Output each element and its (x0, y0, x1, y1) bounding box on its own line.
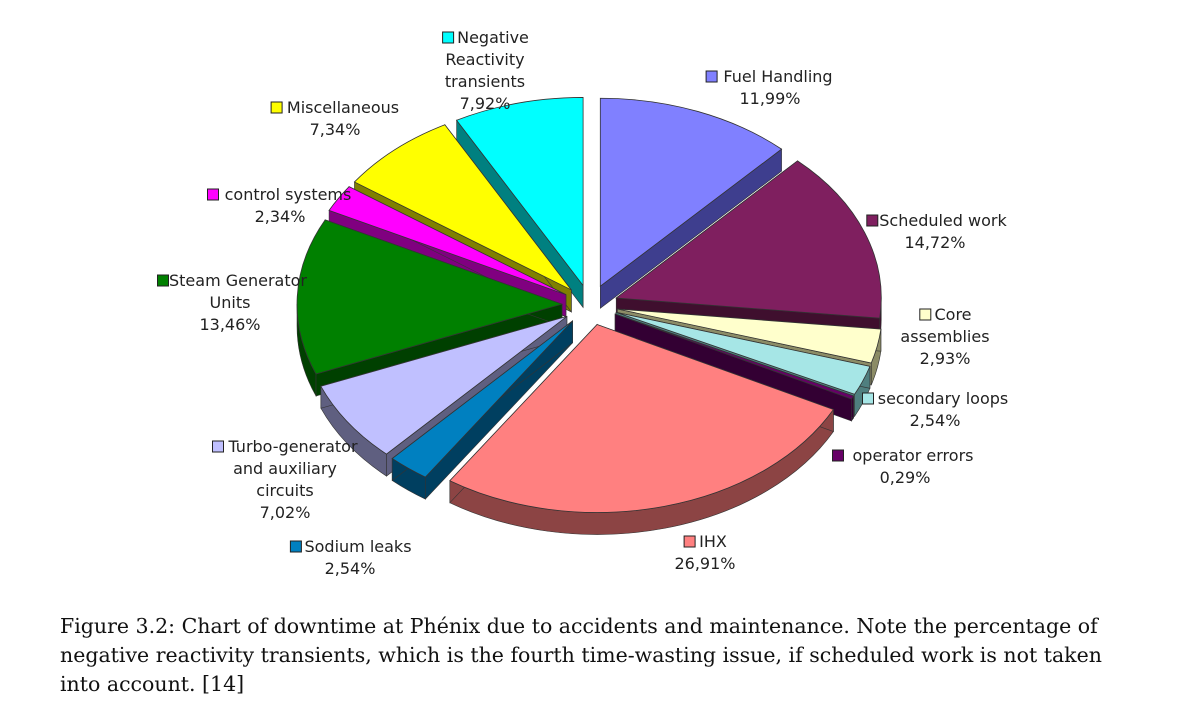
label-percentage: 13,46% (199, 315, 260, 334)
slice-scheduled-work (615, 160, 882, 319)
label-core-assemblies: Core assemblies 2,93% (900, 305, 989, 368)
legend-swatch (442, 31, 455, 44)
slice-operator-errors (614, 313, 855, 400)
label-text: IHX (699, 532, 727, 551)
slice-fuel-handling (599, 97, 783, 288)
label-text: Sodium leaks (304, 537, 411, 556)
label-steam-generator-units: Steam Generator Units 13,46% (157, 271, 307, 334)
slice-control-systems (328, 186, 567, 296)
label-text: Negative (457, 28, 529, 47)
legend-swatch (705, 70, 718, 83)
slice-side-operator-errors (614, 313, 854, 422)
slice-miscellaneous (353, 124, 572, 291)
label-negative-reactivity-transients: Negative Reactivity transients 7,92% (442, 28, 529, 113)
label-ihx: IHX 26,91% (674, 532, 735, 573)
label-text: Turbo-generator (227, 437, 358, 456)
label-text: operator errors (853, 446, 974, 465)
legend-swatch (289, 540, 302, 553)
label-text: Reactivity (445, 50, 524, 69)
label-text: Core (934, 305, 971, 324)
slice-turbo-generator-and-auxiliary-circuits (320, 316, 568, 455)
label-text: and auxiliary (233, 459, 337, 478)
label-control-systems: control systems 2,34% (207, 185, 352, 226)
label-operator-errors: operator errors 0,29% (832, 446, 974, 487)
label-turbo-generator-and-auxiliary-circuits: Turbo-generator and auxiliary circuits 7,02… (212, 437, 358, 522)
slice-tops (296, 97, 882, 513)
label-fuel-handling: Fuel Handling 11,99% (705, 67, 833, 108)
legend-swatch (866, 214, 879, 227)
label-percentage: 2,54% (325, 559, 376, 578)
slice-sodium-leaks (391, 320, 573, 478)
label-text: assemblies (900, 327, 989, 346)
label-percentage: 14,72% (904, 233, 965, 252)
legend-swatch (270, 101, 283, 114)
label-percentage: 7,34% (310, 120, 361, 139)
label-scheduled-work: Scheduled work 14,72% (866, 211, 1007, 252)
label-percentage: 0,29% (880, 468, 931, 487)
label-text: circuits (256, 481, 313, 500)
slice-labels: Fuel Handling 11,99% Scheduled work 14,72% C… (157, 28, 1009, 578)
label-percentage: 2,93% (920, 349, 971, 368)
figure-caption: Figure 3.2: Chart of downtime at Phénix … (60, 614, 1102, 696)
label-text: Units (210, 293, 251, 312)
legend-swatch (207, 188, 219, 201)
label-percentage: 2,34% (255, 207, 306, 226)
slice-ihx (449, 324, 835, 513)
legend-swatch (683, 535, 696, 548)
label-text: Steam Generator (169, 271, 307, 290)
label-percentage: 2,54% (910, 411, 961, 430)
label-miscellaneous: Miscellaneous 7,34% (270, 98, 399, 139)
label-text: transients (445, 72, 525, 91)
label-text: Scheduled work (879, 211, 1007, 230)
label-text: Fuel Handling (723, 67, 832, 86)
legend-swatch (919, 308, 932, 321)
label-text: control systems (225, 185, 352, 204)
slice-steam-generator-units (296, 219, 564, 375)
label-percentage: 11,99% (739, 89, 800, 108)
label-percentage: 7,92% (460, 94, 511, 113)
pie-chart: Fuel Handling 11,99% Scheduled work 14,72% C… (157, 28, 1009, 578)
slice-negative-reactivity-transients (455, 97, 584, 287)
label-percentage: 26,91% (674, 554, 735, 573)
label-secondary-loops: secondary loops 2,54% (862, 389, 1009, 430)
slice-secondary-loops (615, 311, 871, 395)
label-percentage: 7,02% (260, 503, 311, 522)
legend-swatch (862, 392, 874, 405)
slice-core-assemblies (617, 308, 882, 364)
label-text: secondary loops (878, 389, 1009, 408)
legend-swatch (832, 449, 844, 462)
legend-swatch (157, 274, 169, 287)
pie-chart-svg: Fuel Handling 11,99% Scheduled work 14,72% C… (157, 28, 1009, 578)
label-text: Miscellaneous (287, 98, 399, 117)
label-sodium-leaks: Sodium leaks 2,54% (289, 537, 412, 578)
legend-swatch (212, 440, 224, 453)
